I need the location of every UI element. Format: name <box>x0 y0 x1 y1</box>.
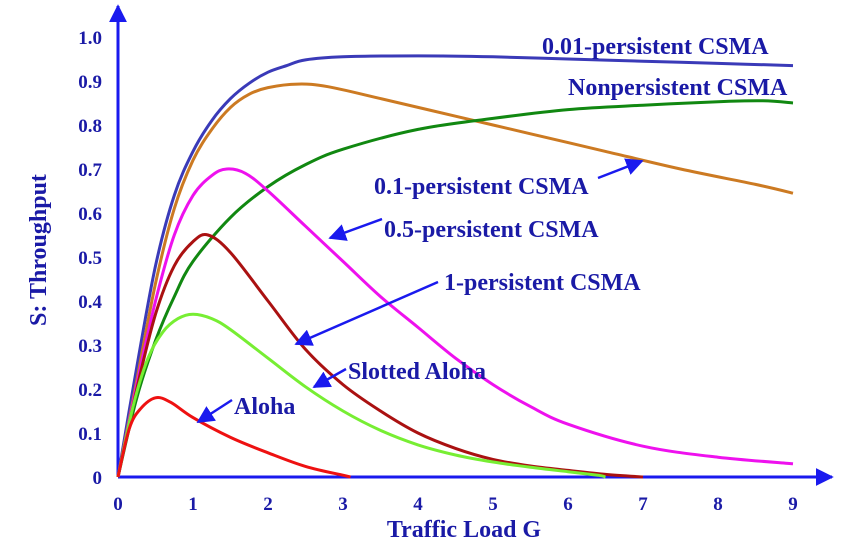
label-slotted-aloha: Slotted Aloha <box>348 359 486 385</box>
y-tick-label: 0.5 <box>78 248 102 269</box>
x-tick-label: 6 <box>563 494 573 515</box>
x-tick-label: 0 <box>113 494 123 515</box>
series-line-slotted-aloha <box>116 312 606 479</box>
y-axis-label: S: Throughput <box>26 174 52 326</box>
series-line-nonpersistent-csma <box>116 82 794 478</box>
label-aloha: Aloha <box>234 394 295 420</box>
label-0.1-persistent-csma: 0.1-persistent CSMA <box>374 174 589 200</box>
y-tick-label: 0.6 <box>78 204 102 225</box>
arrow-aloha <box>196 398 233 424</box>
y-tick-label: 0.3 <box>78 336 102 357</box>
label-1-persistent-csma: 1-persistent CSMA <box>444 270 641 296</box>
y-tick-label: 0.1 <box>78 424 102 445</box>
arrow-0.1-persistent <box>597 158 644 180</box>
y-tick-label: 1.0 <box>78 28 102 49</box>
y-tick-label: 0.9 <box>78 72 102 93</box>
series-line-0-5-persistent-csma <box>116 167 794 478</box>
arrow-slotted-aloha <box>312 367 347 389</box>
arrow-0.5-persistent <box>328 217 383 241</box>
y-tick-label: 0.8 <box>78 116 102 137</box>
x-tick-label: 8 <box>713 494 723 515</box>
x-axis-label: Traffic Load G <box>387 517 542 543</box>
y-tick-label: 0.7 <box>78 160 102 181</box>
arrow-1-persistent <box>294 280 439 346</box>
y-tick-label: 0.4 <box>78 292 102 313</box>
series-line-0-1-persistent-csma <box>116 99 794 478</box>
x-tick-label: 5 <box>488 494 498 515</box>
series-line-aloha <box>116 396 351 479</box>
label-nonpersistent-csma: Nonpersistent CSMA <box>568 75 788 101</box>
x-tick-label: 7 <box>638 494 648 515</box>
x-tick-label: 4 <box>413 494 423 515</box>
label-0.01-persistent-csma: 0.01-persistent CSMA <box>542 34 769 60</box>
y-tick-label: 0.2 <box>78 380 102 401</box>
x-tick-label: 3 <box>338 494 348 515</box>
x-tick-label: 1 <box>188 494 198 515</box>
x-tick-label: 9 <box>788 494 798 515</box>
label-0.5-persistent-csma: 0.5-persistent CSMA <box>384 217 599 243</box>
series-line-0-01-persistent-csma <box>116 54 794 478</box>
y-tick-label: 0 <box>93 468 103 489</box>
x-tick-label: 2 <box>263 494 273 515</box>
